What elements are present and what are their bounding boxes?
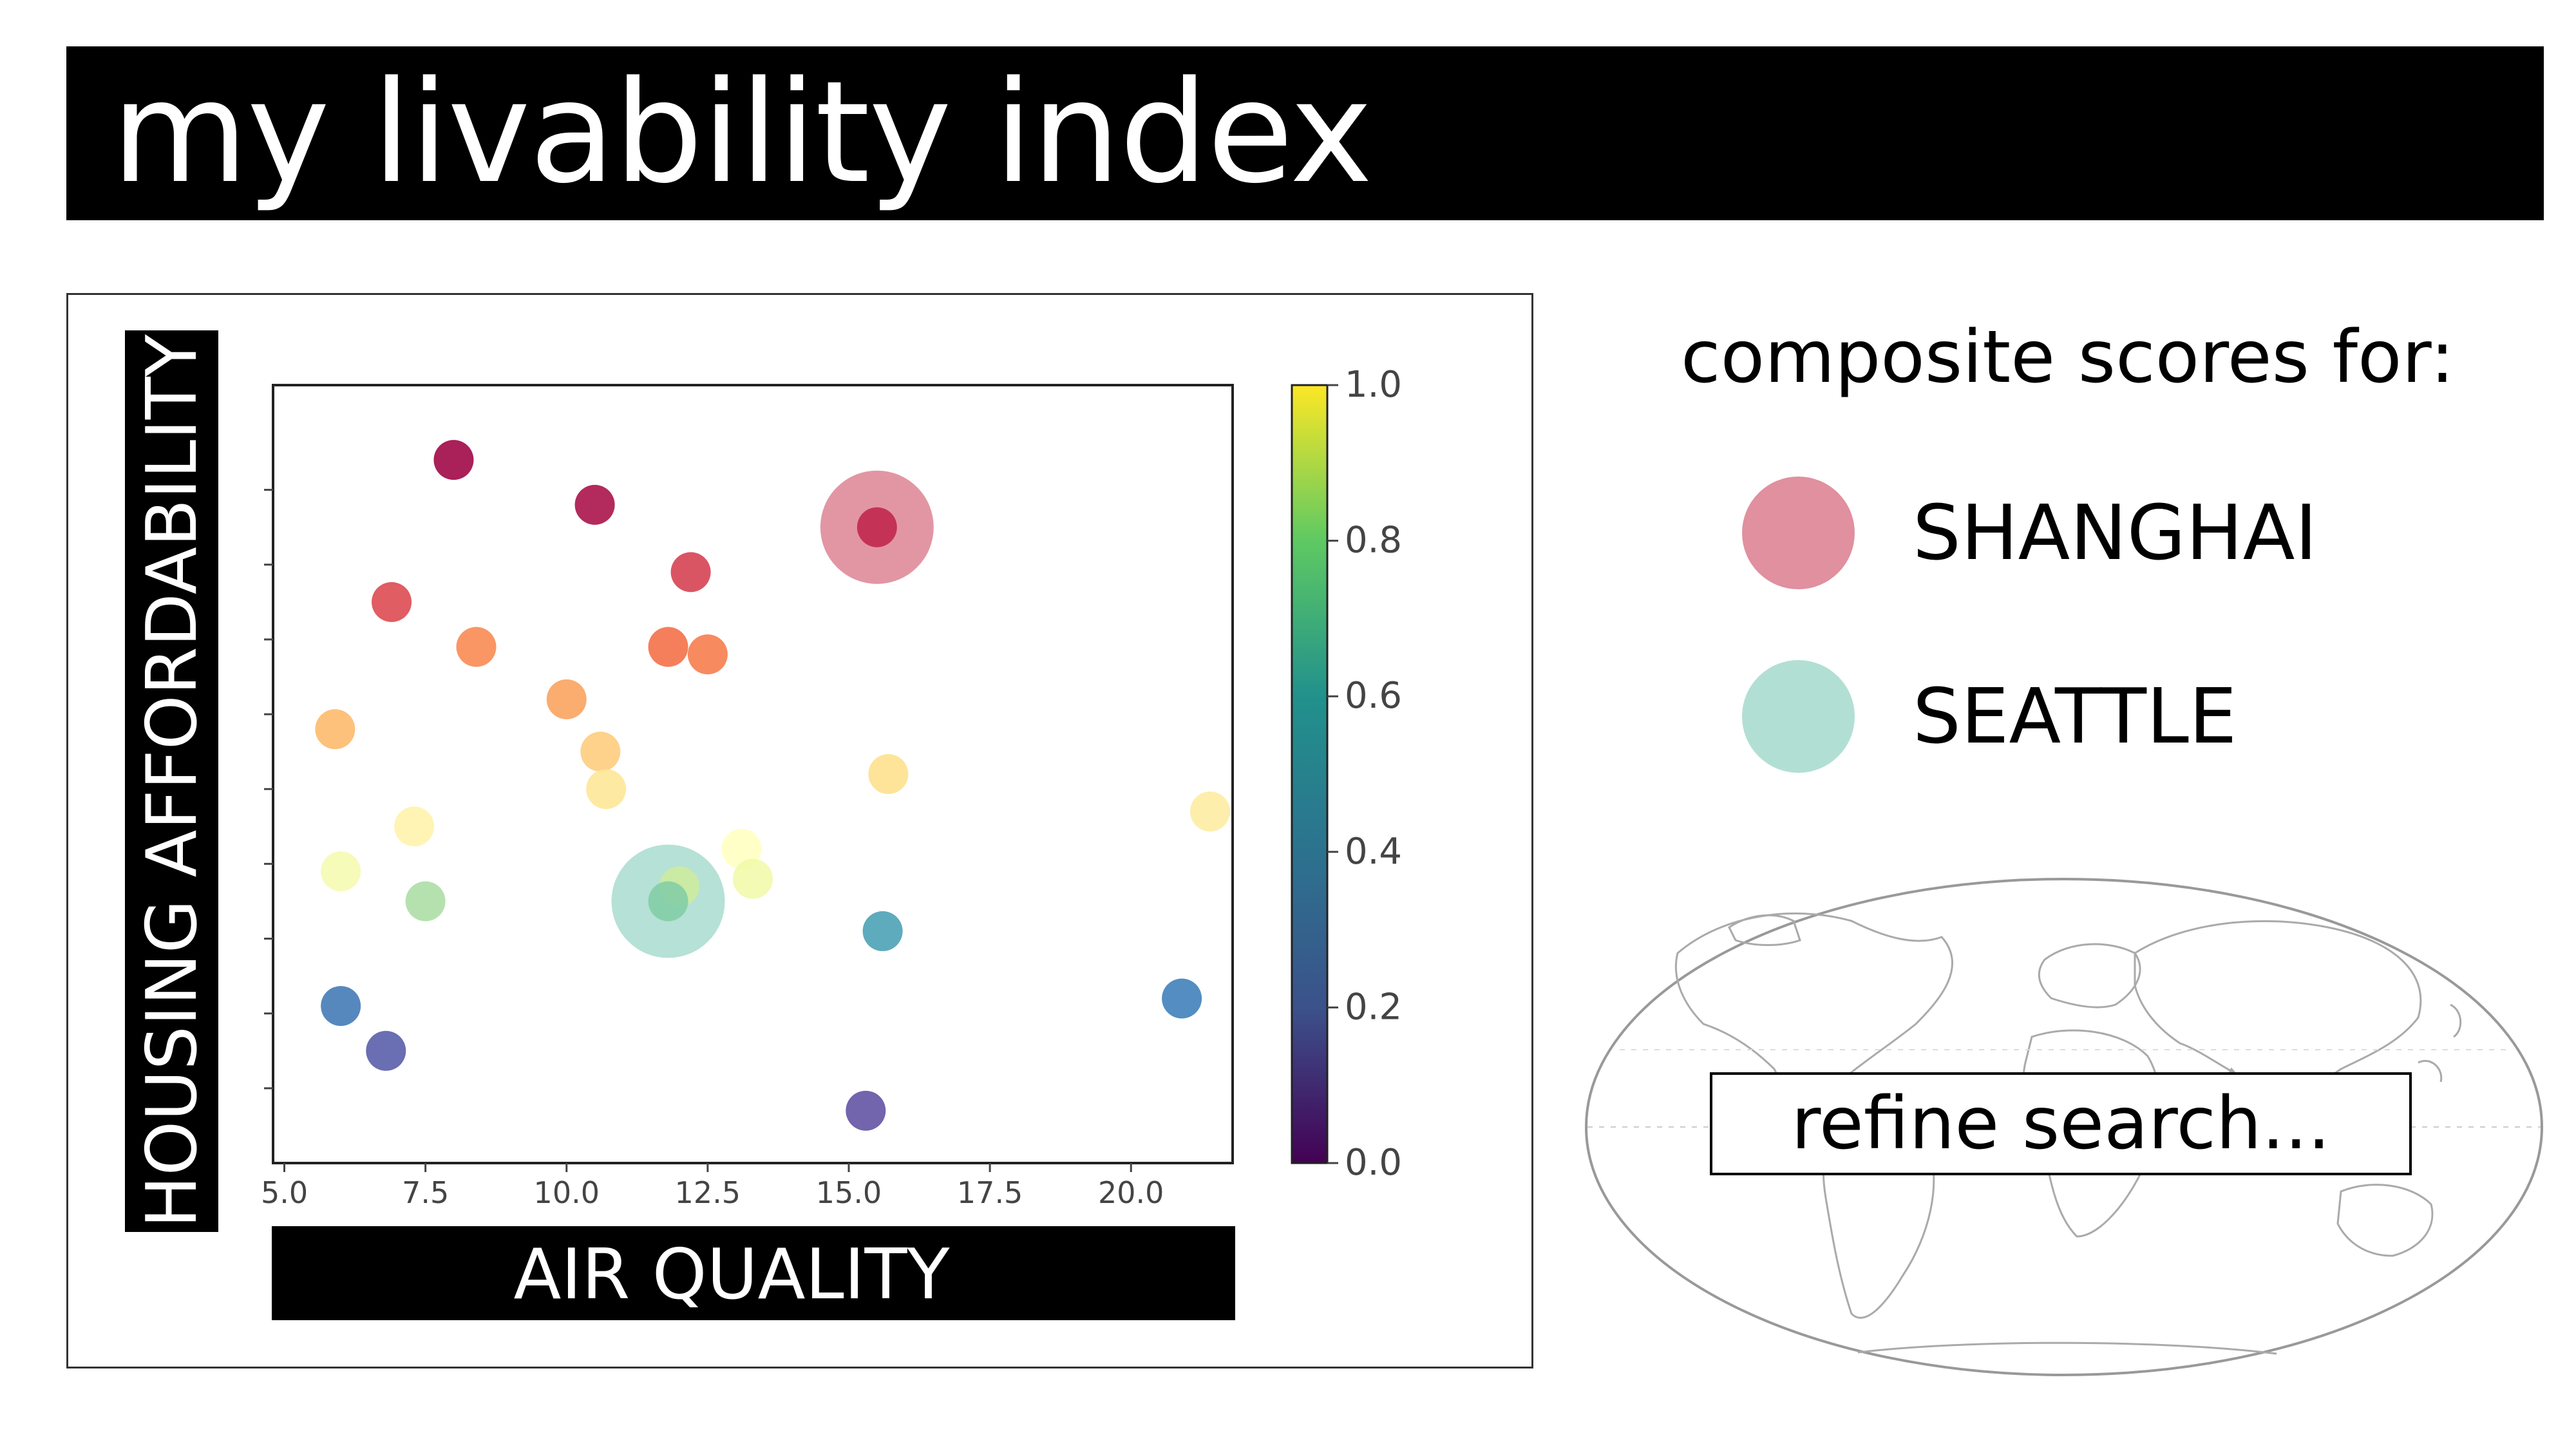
x-axis-label-bg: [272, 1226, 1235, 1320]
legend-item-seattle: SEATTLE: [1742, 660, 2386, 773]
scatter-point: [670, 552, 711, 592]
legend-label-shanghai: SHANGHAI: [1913, 488, 2318, 577]
colorbar-tick-label: 0.4: [1345, 831, 1402, 873]
scatter-point: [648, 627, 688, 667]
scatter-point: [580, 732, 621, 772]
scatter-chart: HOUSING AFFORDABILITY AIR QUALITY 5.0 7.5…: [125, 330, 1402, 1320]
x-tick-label: 15.0: [816, 1175, 882, 1210]
x-tick-label: 12.5: [675, 1175, 741, 1210]
scatter-point: [687, 634, 728, 675]
colorbar: [1291, 384, 1329, 1164]
y-axis-label-bg: [125, 330, 218, 1232]
scatter-point: [433, 440, 474, 480]
x-ticks: 5.0 7.5 10.0 12.5 15.0 17.5 20.0: [261, 1163, 1164, 1210]
legend-item-shanghai: SHANGHAI: [1742, 477, 2386, 589]
y-axis-label: HOUSING AFFORDABILITY: [132, 334, 213, 1228]
y-ticks: [264, 489, 273, 1090]
colorbar-tick-label: 0.2: [1345, 986, 1402, 1028]
scatter-point: [586, 769, 627, 810]
scatter-point: [862, 911, 903, 951]
scatter-point: [366, 1030, 406, 1071]
scatter-point: [456, 627, 497, 667]
colorbar-tick-label: 0.0: [1345, 1142, 1402, 1184]
title-bar: my livability index: [66, 46, 2544, 220]
scatter-point: [372, 582, 412, 622]
scatter-point: [1189, 791, 1230, 832]
scatter-point: [846, 1090, 886, 1131]
scatter-point: [868, 754, 909, 794]
composite-scores-heading: composite scores for:: [1681, 316, 2455, 399]
legend-label-seattle: SEATTLE: [1913, 672, 2237, 761]
scatter-point: [321, 851, 361, 891]
seattle-swatch-icon: [1742, 660, 1855, 773]
scatter-point: [721, 829, 762, 869]
scatter-point: [1162, 978, 1202, 1019]
scatter-point: [315, 709, 355, 750]
colorbar-tick-label: 0.8: [1345, 520, 1402, 562]
x-tick-label: 7.5: [402, 1175, 449, 1210]
scatter-point: [546, 679, 587, 719]
x-tick-label: 17.5: [957, 1175, 1023, 1210]
plot-area: [272, 384, 1234, 1164]
scatter-point: [321, 986, 361, 1027]
colorbar-ticks: 0.0 0.2 0.4 0.6 0.8 1.0: [1327, 364, 1402, 1184]
scatter-point: [857, 507, 897, 547]
colorbar-tick-label: 0.6: [1345, 675, 1402, 717]
y-axis-label-group: HOUSING AFFORDABILITY: [125, 330, 218, 1232]
x-axis-label-group: AIR QUALITY: [272, 1226, 1235, 1320]
x-axis-label: AIR QUALITY: [513, 1235, 950, 1315]
chart-panel: HOUSING AFFORDABILITY AIR QUALITY 5.0 7.5…: [66, 293, 1533, 1368]
page-title: my livability index: [111, 52, 1373, 214]
refine-search-input[interactable]: refine search...: [1710, 1072, 2412, 1175]
x-tick-label: 20.0: [1098, 1175, 1164, 1210]
colorbar-tick-label: 1.0: [1345, 364, 1402, 406]
scatter-point: [733, 858, 773, 899]
scatter-point: [394, 806, 435, 847]
scatter-point: [574, 484, 615, 525]
points-layer: [315, 440, 1230, 1131]
x-tick-label: 10.0: [534, 1175, 600, 1210]
shanghai-swatch-icon: [1742, 477, 1855, 589]
scatter-point: [405, 881, 446, 922]
x-tick-label: 5.0: [261, 1175, 308, 1210]
scatter-point: [648, 881, 688, 922]
